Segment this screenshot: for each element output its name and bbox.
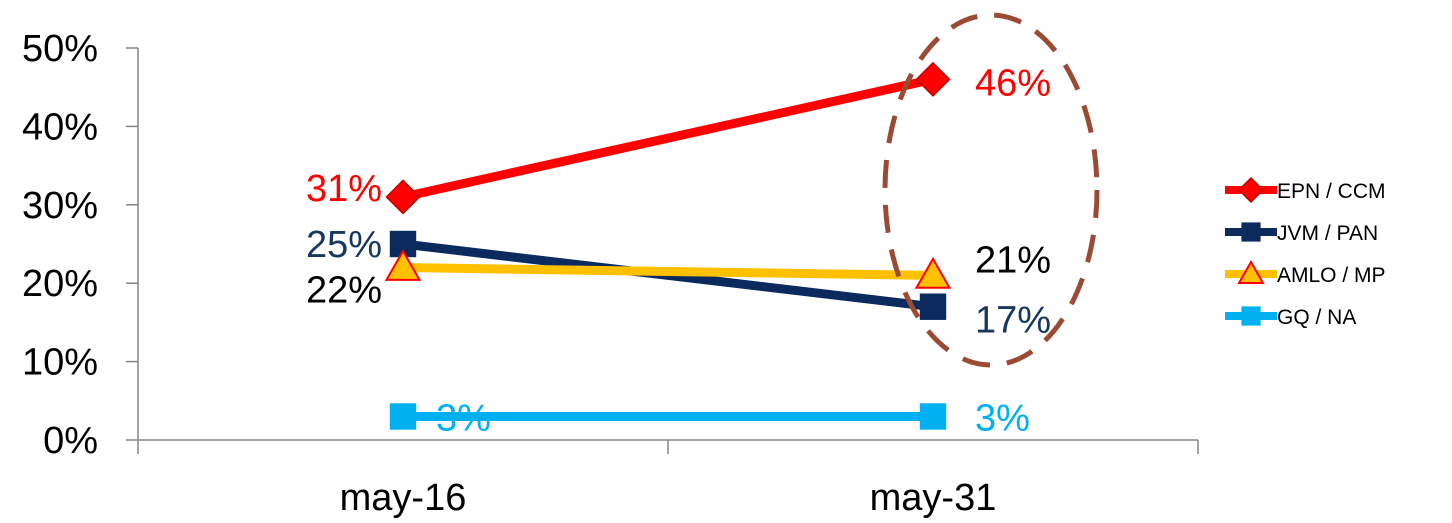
data-label: 21%: [975, 239, 1051, 281]
y-tick-label: 30%: [22, 185, 98, 227]
square-marker: [919, 403, 947, 430]
data-labels: 31% 46% 25% 17% 22% 21% 3% 3%: [306, 62, 1051, 439]
series-lines: [402, 74, 934, 421]
series-markers: [384, 61, 952, 430]
diamond-marker: [915, 61, 951, 97]
y-tick-label: 10%: [22, 342, 98, 384]
x-tick-labels: may-16 may-31: [340, 477, 997, 519]
legend-item: EPN / CCM: [1225, 176, 1386, 204]
data-label: 46%: [975, 62, 1051, 104]
legend-label: JVM / PAN: [1277, 222, 1378, 245]
data-label: 3%: [436, 397, 491, 439]
legend-label: GQ / NA: [1277, 306, 1356, 329]
series-line: [402, 74, 934, 202]
highlight-ellipse: [882, 12, 1100, 368]
data-label: 22%: [306, 270, 382, 312]
diamond-marker: [385, 179, 421, 215]
x-tick-label: may-31: [870, 477, 997, 519]
triangle-marker: [1237, 259, 1265, 284]
series-line: [402, 263, 934, 280]
legend-label: EPN / CCM: [1277, 180, 1386, 203]
legend-item: GQ / NA: [1225, 306, 1356, 329]
data-label: 3%: [975, 397, 1030, 439]
legend: EPN / CCM JVM / PAN AMLO / MP GQ / NA: [1225, 176, 1386, 329]
axes: [126, 47, 1199, 454]
y-tick-label: 40%: [22, 106, 98, 148]
y-tick-label: 0%: [43, 420, 98, 462]
highlight-dashed-ellipse: [882, 12, 1100, 368]
legend-item: AMLO / MP: [1225, 259, 1386, 287]
square-marker: [1241, 306, 1261, 326]
triangle-marker: [914, 256, 952, 289]
legend-label: AMLO / MP: [1277, 264, 1386, 287]
data-label: 31%: [306, 168, 382, 210]
y-tick-label: 20%: [22, 263, 98, 305]
square-marker: [389, 403, 417, 430]
diamond-marker: [1237, 176, 1265, 204]
y-tick-labels: 0% 10% 20% 30% 40% 50%: [22, 28, 98, 462]
triangle-marker: [384, 249, 422, 281]
square-marker: [1241, 222, 1261, 242]
y-tick-label: 50%: [22, 28, 98, 70]
data-label: 17%: [975, 300, 1051, 342]
data-label: 25%: [306, 224, 382, 266]
x-tick-label: may-16: [340, 477, 467, 519]
legend-item: JVM / PAN: [1225, 222, 1378, 245]
square-marker: [919, 293, 947, 320]
